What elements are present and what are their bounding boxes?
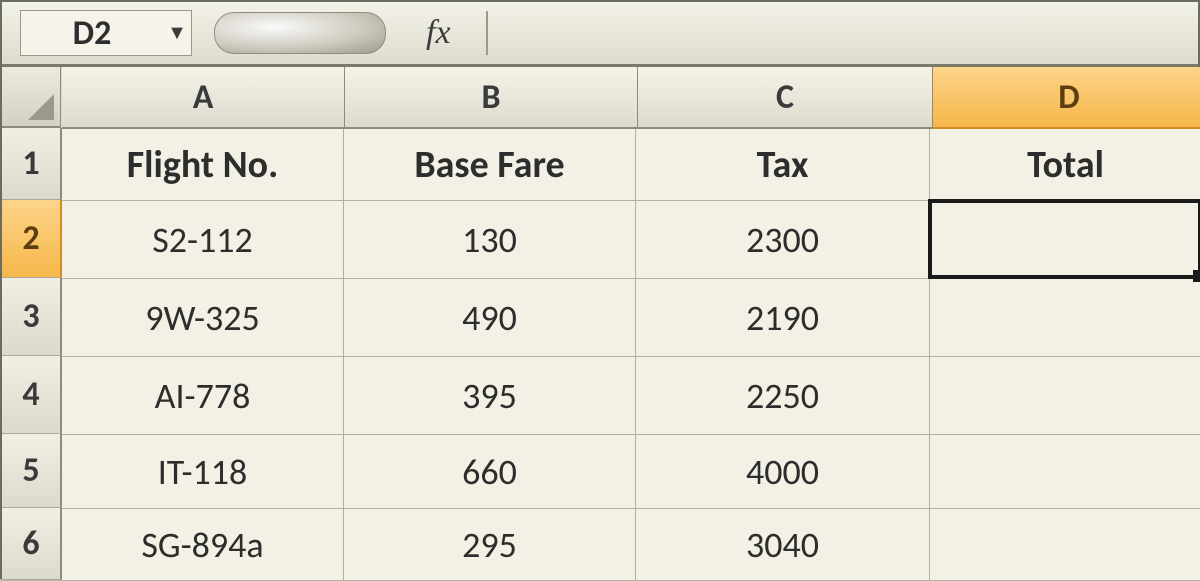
cell-D4[interactable] bbox=[930, 357, 1200, 435]
row-header-4[interactable]: 4 bbox=[2, 356, 62, 434]
excel-window: D2 ▼ fx 1 2 3 4 5 6 A B C bbox=[0, 0, 1200, 579]
cell-D2[interactable] bbox=[930, 201, 1200, 279]
cell-D6[interactable] bbox=[930, 509, 1200, 581]
cell-A6[interactable]: SG-894a bbox=[62, 509, 344, 581]
cell-B4[interactable]: 395 bbox=[344, 357, 636, 435]
name-box-dropdown-icon[interactable]: ▼ bbox=[163, 21, 191, 45]
cell-B1[interactable]: Base Fare bbox=[344, 129, 636, 201]
name-box-ref: D2 bbox=[21, 13, 163, 54]
cell-C6[interactable]: 3040 bbox=[636, 509, 930, 581]
select-all-corner[interactable] bbox=[2, 67, 61, 128]
cell-C2[interactable]: 2300 bbox=[636, 201, 930, 279]
cell-C5[interactable]: 4000 bbox=[636, 435, 930, 509]
row-headers: 1 2 3 4 5 6 bbox=[2, 67, 62, 580]
row-header-3[interactable]: 3 bbox=[2, 278, 62, 356]
row-header-5[interactable]: 5 bbox=[2, 434, 62, 508]
name-box[interactable]: D2 ▼ bbox=[20, 10, 192, 56]
table-row: S2-112 130 2300 bbox=[62, 201, 1200, 279]
row-header-6[interactable]: 6 bbox=[2, 508, 62, 580]
cells: Flight No. Base Fare Tax Total S2-112 13… bbox=[62, 129, 1200, 581]
cell-B3[interactable]: 490 bbox=[344, 279, 636, 357]
cell-B2[interactable]: 130 bbox=[344, 201, 636, 279]
cell-B5[interactable]: 660 bbox=[344, 435, 636, 509]
worksheet-grid: 1 2 3 4 5 6 A B C D Flight No. Base Fare… bbox=[2, 67, 1198, 580]
table-row: 9W-325 490 2190 bbox=[62, 279, 1200, 357]
formula-bar-buttons[interactable] bbox=[214, 12, 386, 54]
table-row: Flight No. Base Fare Tax Total bbox=[62, 129, 1200, 201]
table-row: SG-894a 295 3040 bbox=[62, 509, 1200, 581]
column-headers: A B C D bbox=[62, 67, 1200, 129]
cell-B6[interactable]: 295 bbox=[344, 509, 636, 581]
formula-bar: D2 ▼ fx bbox=[2, 2, 1198, 67]
cell-A5[interactable]: IT-118 bbox=[62, 435, 344, 509]
cell-C4[interactable]: 2250 bbox=[636, 357, 930, 435]
cell-C3[interactable]: 2190 bbox=[636, 279, 930, 357]
row-header-1[interactable]: 1 bbox=[2, 128, 62, 200]
cell-A1[interactable]: Flight No. bbox=[62, 129, 344, 201]
col-header-C[interactable]: C bbox=[638, 67, 933, 129]
cell-A3[interactable]: 9W-325 bbox=[62, 279, 344, 357]
cell-D3[interactable] bbox=[930, 279, 1200, 357]
col-header-B[interactable]: B bbox=[345, 67, 638, 129]
row-header-2[interactable]: 2 bbox=[2, 200, 62, 278]
col-header-D[interactable]: D bbox=[933, 67, 1200, 129]
select-all-icon bbox=[28, 94, 54, 120]
cell-D1[interactable]: Total bbox=[930, 129, 1200, 201]
cells-area: A B C D Flight No. Base Fare Tax Total S… bbox=[62, 67, 1200, 580]
cell-D5[interactable] bbox=[930, 435, 1200, 509]
fx-icon[interactable]: fx bbox=[426, 14, 451, 52]
cell-A2[interactable]: S2-112 bbox=[62, 201, 344, 279]
formula-bar-divider bbox=[486, 11, 488, 55]
table-row: IT-118 660 4000 bbox=[62, 435, 1200, 509]
cell-A4[interactable]: AI-778 bbox=[62, 357, 344, 435]
col-header-A[interactable]: A bbox=[62, 67, 345, 129]
cell-C1[interactable]: Tax bbox=[636, 129, 930, 201]
table-row: AI-778 395 2250 bbox=[62, 357, 1200, 435]
